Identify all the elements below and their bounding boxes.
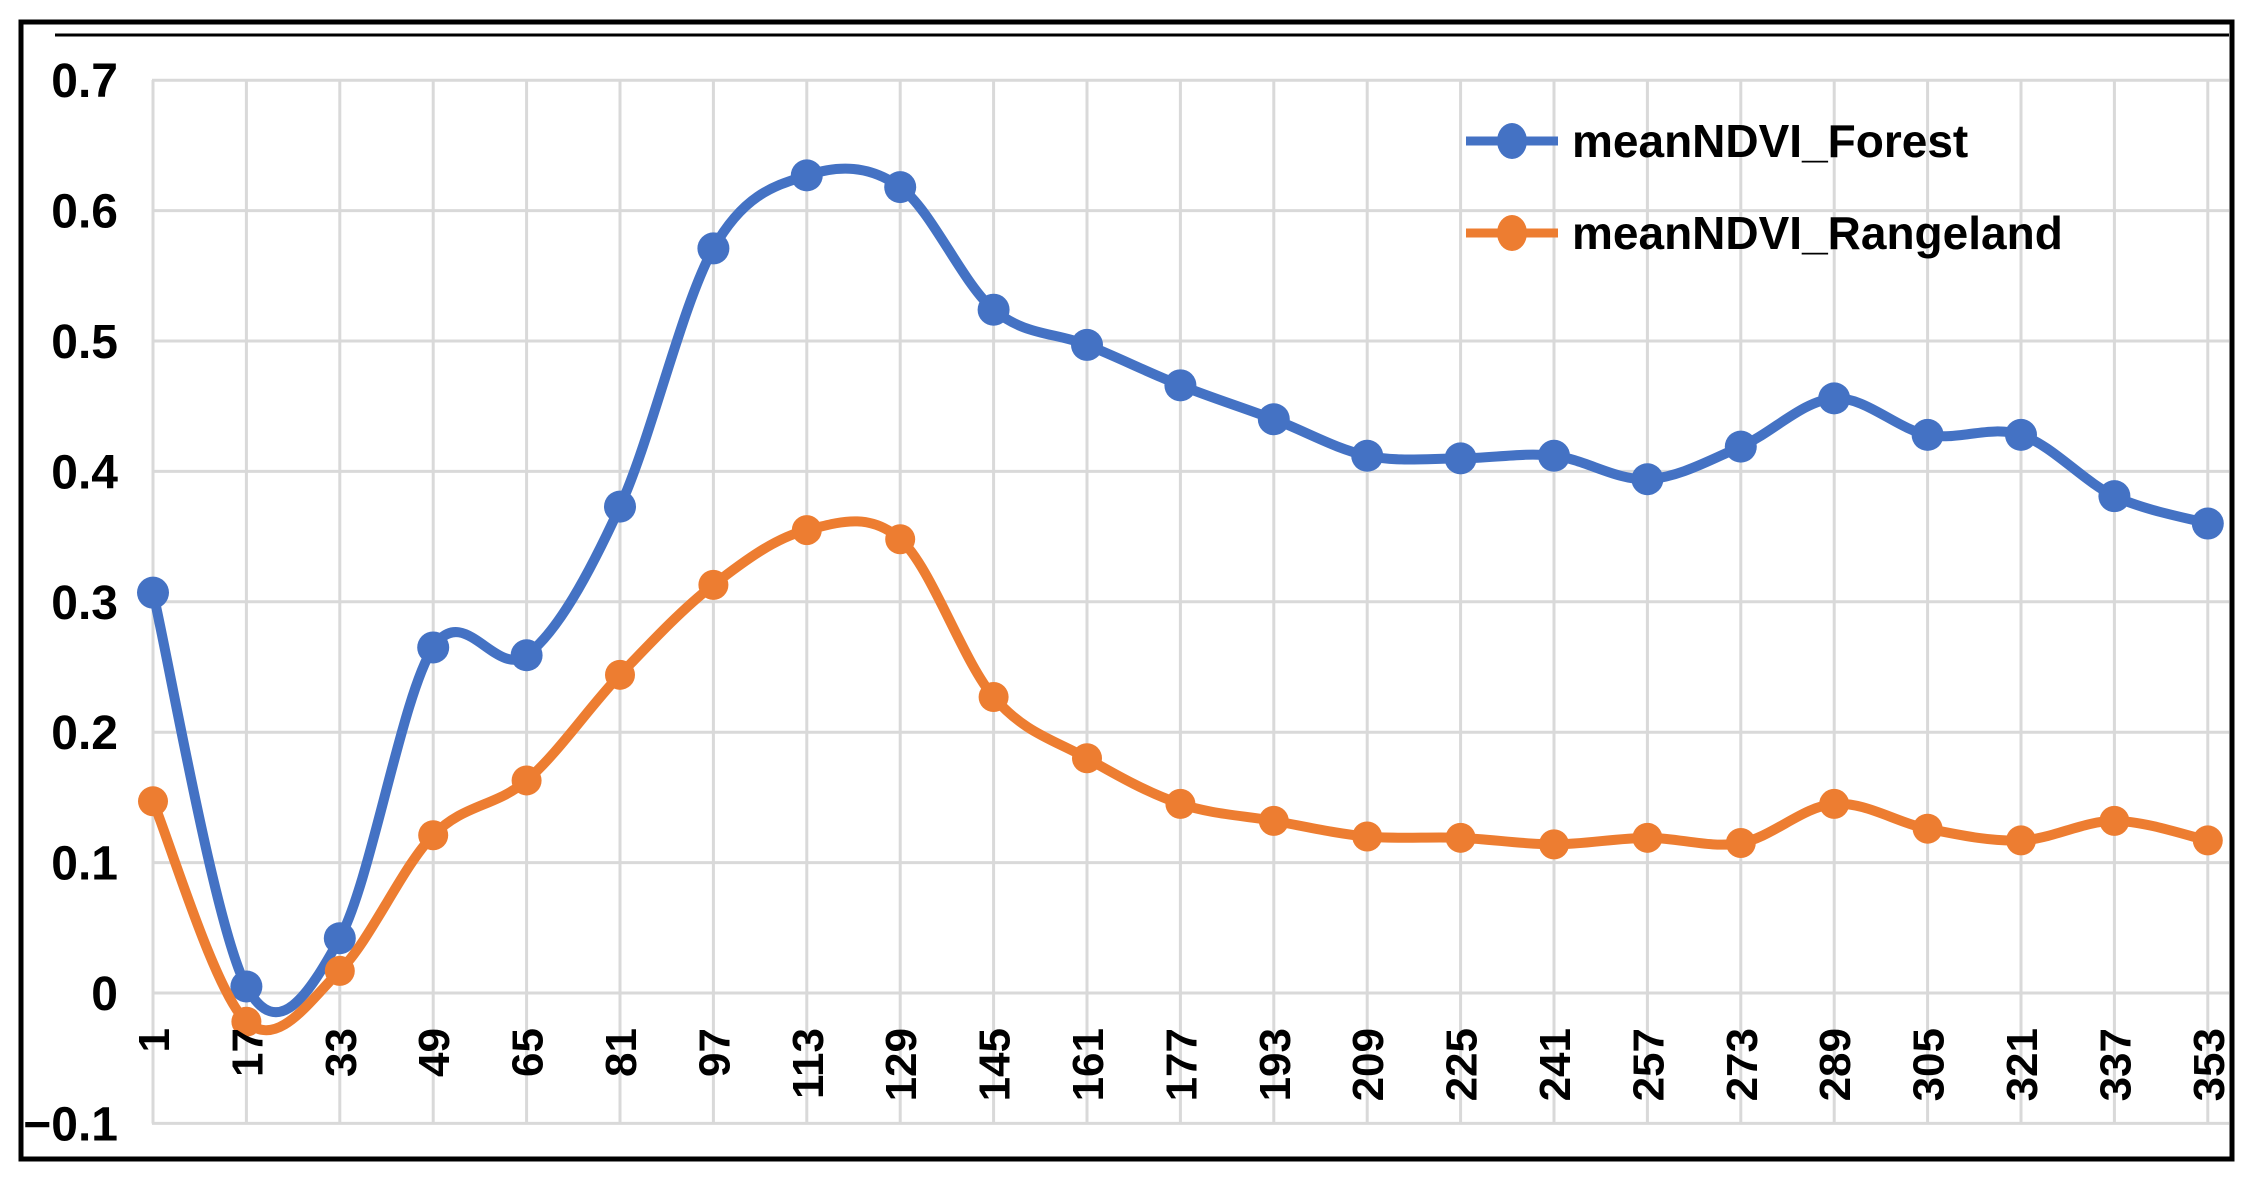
y-tick-label: 0.5 (51, 316, 118, 369)
x-tick-label: 33 (317, 1028, 366, 1077)
forest-data-point (2005, 418, 2037, 451)
forest-data-point (1444, 442, 1477, 475)
y-tick-label: −0.1 (23, 1098, 118, 1151)
rangeland-data-point (1258, 805, 1289, 836)
forest-data-point (884, 171, 917, 204)
x-tick-label: 177 (1157, 1028, 1206, 1101)
x-tick-label: 353 (2185, 1028, 2234, 1101)
x-tick-label: 161 (1064, 1028, 1113, 1101)
x-tick-label: 81 (597, 1028, 646, 1077)
rangeland-data-point (1912, 813, 1943, 844)
legend-item-forest: meanNDVI_Forest (1462, 114, 1968, 168)
forest-data-point (1724, 430, 1757, 463)
y-tick-label: 0 (91, 968, 118, 1021)
x-tick-label: 209 (1344, 1028, 1393, 1101)
forest-data-point (510, 639, 543, 672)
x-tick-label: 113 (784, 1028, 833, 1099)
forest-data-point (1351, 439, 1384, 472)
rangeland-data-point (138, 786, 168, 817)
forest-data-point (1538, 439, 1570, 472)
rangeland-data-point (605, 659, 635, 690)
forest-data-point (977, 293, 1010, 326)
x-tick-label: 337 (2091, 1028, 2140, 1101)
x-tick-label: 289 (1811, 1028, 1860, 1101)
forest-data-point (417, 631, 450, 664)
x-tick-label: 273 (1718, 1028, 1767, 1101)
y-tick-label: 0.2 (51, 707, 118, 760)
forest-data-point (230, 970, 263, 1003)
rangeland-data-point (698, 569, 729, 600)
rangeland-data-point (511, 765, 542, 796)
y-tick-label: 0.1 (51, 838, 118, 891)
x-tick-label: 17 (223, 1028, 272, 1077)
x-tick-label: 97 (690, 1028, 739, 1077)
forest-data-point (604, 490, 636, 523)
forest-data-point (1818, 382, 1851, 415)
y-tick-label: 0.7 (51, 55, 118, 108)
legend-label-rangeland: meanNDVI_Rangeland (1572, 207, 2063, 259)
rangeland-data-point (791, 515, 822, 546)
forest-data-point (2191, 507, 2224, 540)
x-tick-label: 193 (1251, 1028, 1300, 1101)
rangeland-data-point (1165, 788, 1196, 819)
forest-data-point (1071, 328, 1103, 361)
forest-data-point (323, 922, 356, 955)
rangeland-data-point (1539, 829, 1569, 860)
forest-data-point (790, 159, 823, 192)
rangeland-data-point (1352, 821, 1383, 852)
legend-item-rangeland: meanNDVI_Rangeland (1462, 206, 2063, 260)
rangeland-data-point (1632, 822, 1663, 853)
rangeland-data-point (324, 955, 355, 986)
rangeland-data-point (2099, 805, 2130, 836)
x-tick-label: 49 (410, 1028, 459, 1077)
y-tick-label: 0.3 (51, 577, 118, 630)
x-tick-label: 129 (877, 1028, 926, 1101)
rangeland-data-point (418, 820, 449, 851)
x-tick-label: 321 (1998, 1028, 2047, 1101)
x-tick-label: 241 (1531, 1028, 1580, 1101)
x-tick-label: 145 (971, 1028, 1020, 1101)
legend-label-forest: meanNDVI_Forest (1572, 115, 1969, 167)
x-tick-label: 225 (1438, 1028, 1487, 1101)
forest-data-point (697, 232, 730, 265)
x-tick-label: 305 (1905, 1028, 1954, 1101)
y-tick-label: 0.6 (51, 186, 118, 239)
rangeland-data-point (2192, 825, 2223, 856)
forest-data-point (1164, 369, 1197, 402)
forest-data-point (2098, 480, 2131, 513)
rangeland-data-point (978, 681, 1009, 712)
forest-data-point (1631, 463, 1664, 496)
rangeland-data-point (1072, 743, 1102, 774)
rangeland-data-point (1819, 788, 1850, 819)
y-tick-label: 0.4 (51, 446, 118, 499)
rangeland-data-point (231, 1006, 262, 1037)
rangeland-line-marker-icon (1466, 215, 1558, 251)
forest-data-point (137, 576, 169, 609)
rangeland-data-point (2006, 825, 2036, 856)
forest-data-point (1257, 403, 1290, 436)
x-tick-label: 65 (504, 1028, 553, 1077)
rangeland-data-point (1445, 822, 1476, 853)
chart-outer-frame (18, 19, 2235, 1162)
x-tick-label: 1 (130, 1028, 179, 1052)
x-tick-label: 257 (1624, 1028, 1673, 1101)
rangeland-data-point (885, 524, 916, 555)
forest-line-marker-icon (1466, 123, 1558, 159)
rangeland-data-point (1725, 828, 1756, 859)
forest-data-point (1911, 418, 1944, 451)
